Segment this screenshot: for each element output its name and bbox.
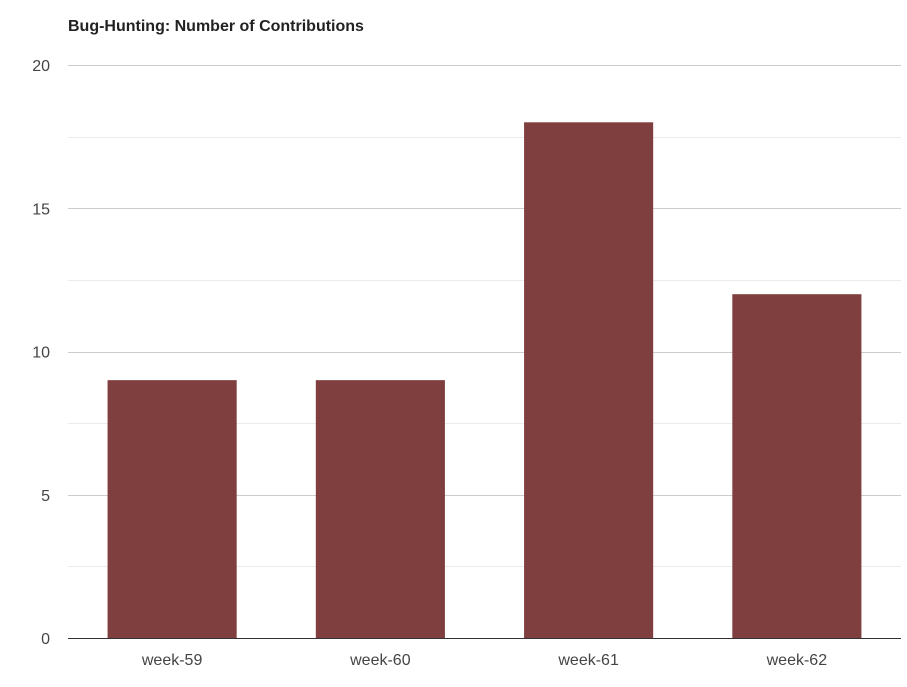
y-tick-label: 15 — [32, 201, 50, 218]
y-tick-label: 10 — [32, 345, 50, 362]
x-tick-label: week-62 — [766, 652, 828, 669]
bar-week-59 — [107, 380, 237, 638]
bar-week-62 — [732, 294, 862, 638]
x-tick-label: week-60 — [349, 652, 411, 669]
y-tick-labels: 0 5 10 15 20 — [32, 58, 50, 648]
x-tick-label: week-61 — [557, 652, 619, 669]
bars — [107, 122, 862, 639]
x-tick-label: week-59 — [141, 652, 203, 669]
x-tick-labels: week-59 week-60 week-61 week-62 — [141, 652, 827, 669]
bar-week-61 — [524, 122, 654, 639]
chart-title: Bug-Hunting: Number of Contributions — [68, 18, 364, 35]
y-tick-label: 20 — [32, 58, 50, 75]
y-tick-label: 5 — [41, 488, 50, 505]
bar-week-60 — [315, 380, 445, 638]
y-tick-label: 0 — [41, 631, 50, 648]
